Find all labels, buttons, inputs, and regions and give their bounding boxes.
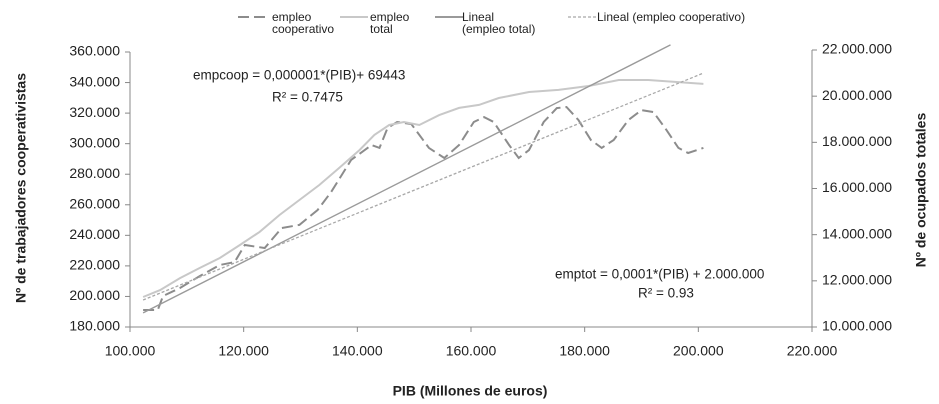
x-tick-label: 160.000: [446, 343, 497, 359]
y2-tick-label: 16.000.000: [822, 179, 892, 195]
series-line: [143, 105, 704, 311]
y-tick-label: 340.000: [69, 73, 120, 89]
annotation: empcoop = 0,000001*(PIB)+ 69443: [193, 68, 405, 83]
y-tick-label: 180.000: [69, 318, 120, 334]
annotation: emptot = 0,0001*(PIB) + 2.000.000: [555, 267, 764, 282]
annotation: R² = 0.7475: [272, 90, 343, 105]
series-line: [142, 79, 704, 298]
series-line: [142, 44, 671, 314]
y-tick-label: 260.000: [69, 195, 120, 211]
y-tick-label: 300.000: [69, 134, 120, 150]
x-axis-title: PIB (Millones de euros): [393, 383, 548, 399]
y2-axis-title: Nº de ocupados totales: [913, 113, 929, 268]
series-line: [142, 72, 704, 301]
x-tick-label: 120.000: [218, 343, 269, 359]
y-tick-label: 220.000: [69, 257, 120, 273]
y-tick-label: 360.000: [69, 43, 120, 59]
x-tick-label: 220.000: [787, 343, 838, 359]
y-tick-label: 320.000: [69, 104, 120, 120]
legend-label: empleo cooperativo: [272, 10, 335, 36]
y2-tick-label: 14.000.000: [822, 225, 892, 241]
x-tick-label: 140.000: [332, 343, 383, 359]
y2-tick-label: 18.000.000: [822, 133, 892, 149]
x-tick-label: 100.000: [105, 343, 156, 359]
y-tick-label: 280.000: [69, 165, 120, 181]
legend-label: Lineal (empleo total): [462, 10, 536, 36]
y-axis-title: Nº de trabajadores cooperativistas: [13, 73, 29, 303]
y2-tick-label: 12.000.000: [822, 272, 892, 288]
legend-label: Lineal (empleo cooperativo): [597, 10, 746, 24]
x-tick-label: 180.000: [559, 343, 610, 359]
y-tick-label: 240.000: [69, 226, 120, 242]
annotation: R² = 0.93: [638, 286, 694, 301]
y2-tick-label: 20.000.000: [822, 87, 892, 103]
y2-tick-label: 10.000.000: [822, 318, 892, 334]
y2-tick-label: 22.000.000: [822, 41, 892, 57]
x-tick-label: 200.000: [673, 343, 724, 359]
legend-label: empleo total: [370, 10, 410, 36]
y-tick-label: 200.000: [69, 287, 120, 303]
